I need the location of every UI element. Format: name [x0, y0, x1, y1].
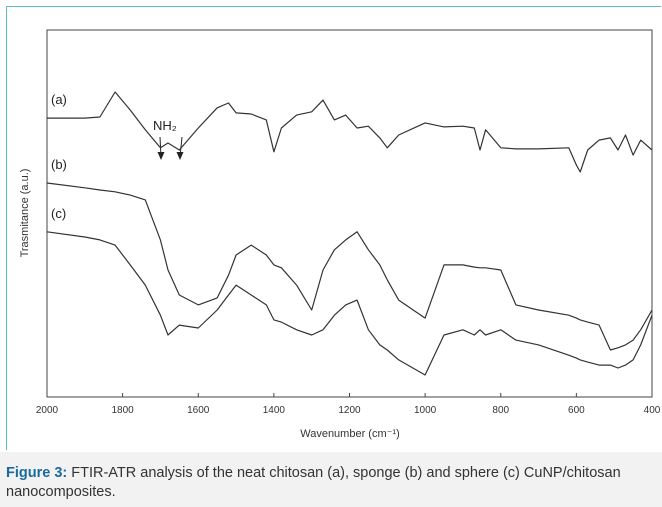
- x-tick-label: 1400: [263, 405, 286, 416]
- caption-text: FTIR-ATR analysis of the neat chitosan (…: [6, 465, 621, 500]
- spectrum-line: [47, 91, 653, 173]
- series-label: (c): [51, 206, 66, 221]
- annotation-arrows: [157, 136, 184, 160]
- series-label: (b): [51, 157, 67, 172]
- x-tick-label: 2000: [36, 405, 59, 416]
- spectrum-line: [46, 182, 653, 351]
- caption: Figure 3: FTIR-ATR analysis of the neat …: [0, 452, 662, 507]
- annotation: NH₂: [153, 118, 177, 133]
- y-axis-label: Trasmitance (a.u.): [19, 169, 31, 258]
- x-tick-label: 600: [568, 405, 585, 416]
- caption-label: Figure 3:: [6, 465, 68, 481]
- x-tick-label: 400: [644, 405, 661, 416]
- figure-frame: [6, 6, 661, 450]
- x-tick-label: 1600: [187, 405, 210, 416]
- x-tick-label: 1200: [338, 405, 361, 416]
- x-tick-label: 1800: [112, 405, 135, 416]
- x-tick-label: 800: [492, 405, 509, 416]
- spectrum-line: [46, 231, 653, 376]
- x-axis-label: Wavenumber (cm⁻¹): [300, 428, 400, 440]
- arrowhead: [176, 152, 184, 160]
- x-tick-label: 1000: [414, 405, 437, 416]
- plot-frame: [46, 29, 653, 398]
- series-label: (a): [51, 92, 67, 107]
- chart: Trasmitance (a.u.) Wavenumber (cm⁻¹) NH₂…: [19, 29, 661, 440]
- arrowhead: [157, 152, 165, 160]
